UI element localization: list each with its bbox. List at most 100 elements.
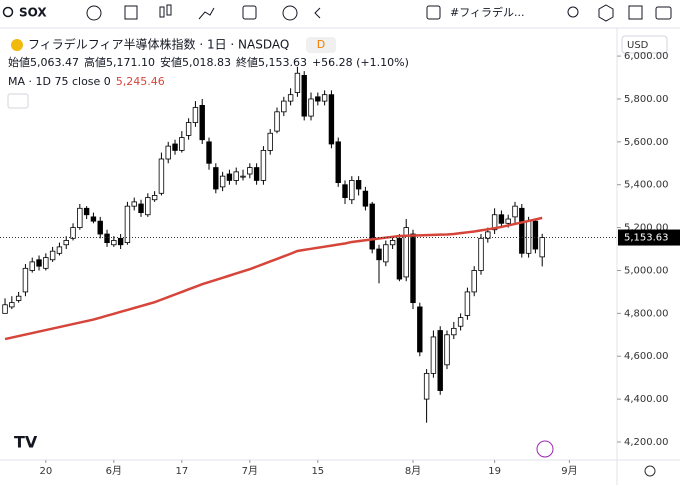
candle-icon[interactable] (159, 6, 165, 18)
candle-body (471, 270, 477, 293)
tv-logo: TV (14, 433, 38, 452)
ohlc: 始値5,063.47 高値5,171.10 安値5,018.83 終値5,153.63… (8, 55, 409, 69)
candle-body (151, 195, 158, 201)
ohlc-label: 安値 (160, 55, 182, 69)
fullscreen-icon[interactable] (628, 5, 643, 20)
x-tick-label: 9月 (561, 465, 577, 477)
currency[interactable]: USD (627, 40, 649, 51)
x-tick-label: 6月 (106, 465, 122, 477)
candle-body (240, 175, 246, 178)
candle-body (423, 372, 430, 400)
candle-body (519, 207, 525, 254)
ohlc-value: 5,063.47 (30, 56, 79, 69)
plot (0, 55, 621, 463)
candle-body (124, 205, 131, 244)
candle-body (389, 240, 396, 246)
ohlc-label: 終値 (236, 55, 258, 69)
candle-body (308, 98, 314, 117)
candle-body (247, 167, 253, 175)
candle-body (117, 237, 124, 246)
candle-body (478, 237, 484, 271)
x-tick-label: 7月 (242, 465, 258, 477)
candle-body (498, 214, 505, 224)
candle-icon[interactable] (166, 4, 172, 16)
candle-body (328, 94, 335, 145)
alert-icon[interactable] (282, 5, 298, 21)
interval-icon[interactable] (124, 5, 138, 20)
currency-button[interactable] (621, 35, 668, 54)
flash-icon[interactable] (536, 440, 554, 458)
candle-body (2, 304, 8, 314)
y-tick-label: 4,800.00 (624, 308, 669, 319)
candle-body (56, 246, 63, 254)
x-tick-label: 17 (175, 466, 188, 477)
search-icon[interactable] (2, 6, 14, 18)
candle-body (403, 227, 409, 278)
candle-body (287, 94, 294, 102)
y-tick-label: 4,600.00 (624, 351, 669, 362)
y-tick-label: 5,600.00 (624, 137, 669, 148)
candle-body (349, 180, 355, 201)
candle-body (63, 240, 69, 246)
y-tick-label: 5,800.00 (624, 94, 669, 105)
symbol-logo (11, 39, 23, 51)
candle-body (179, 137, 185, 151)
time-settings[interactable] (644, 465, 656, 477)
candle-body (260, 150, 267, 181)
ma-value: 5,245.46 (116, 75, 165, 88)
candle-body (158, 158, 165, 194)
settings-icon[interactable] (598, 4, 614, 22)
candle-body (131, 201, 137, 207)
candle-body (369, 203, 375, 250)
candle-body (15, 295, 22, 301)
collapse-button[interactable] (7, 93, 29, 109)
candle-body (49, 250, 56, 261)
layout-icon[interactable] (242, 5, 257, 20)
y-tick-label: 6,000.00 (624, 51, 669, 62)
candle-body (281, 100, 287, 113)
candle-body (512, 205, 518, 218)
candle-body (9, 302, 15, 308)
indicator-icon[interactable] (198, 7, 215, 20)
last-price-tag (618, 229, 680, 246)
badge-bg (306, 37, 336, 53)
add-icon[interactable] (86, 5, 102, 21)
badge: D (317, 38, 325, 51)
ohlc-value: 5,153.63 (258, 56, 307, 69)
candle-body (213, 167, 219, 190)
candle-body (206, 141, 212, 164)
candle-body (145, 197, 151, 216)
candle-body (111, 240, 117, 246)
candle-body (199, 104, 205, 141)
candle-body (185, 122, 192, 136)
candle-body (172, 143, 178, 151)
ohlc-value: 5,018.83 (182, 56, 231, 69)
legend: フィラデルフィア半導体株指数 · 1日 · NASDAQ D 始値5,063.4… (7, 37, 409, 109)
indicator-name[interactable]: #フィラデル... (450, 5, 525, 19)
candle-body (138, 203, 144, 213)
symbol[interactable]: SOX (19, 6, 47, 20)
candle-body (43, 257, 49, 269)
checkbox[interactable] (426, 5, 441, 20)
replay-icon[interactable] (314, 7, 321, 19)
x-tick-label: 20 (39, 466, 52, 477)
y-tick-label: 5,400.00 (624, 180, 669, 191)
ma-line (4, 216, 543, 341)
ohlc-value: 5,171.10 (106, 56, 155, 69)
camera-icon[interactable] (655, 6, 672, 20)
toolbar: SOX #フィラデル... (0, 4, 680, 29)
ohlc-label: 高値 (84, 55, 106, 69)
y-tick-label: 4,200.00 (624, 437, 669, 448)
candle-body (70, 227, 76, 239)
candle-body (104, 233, 110, 244)
candle-body (253, 167, 260, 181)
zoom-icon[interactable] (567, 6, 579, 18)
candle-body (383, 244, 389, 263)
candle-body (335, 141, 341, 183)
candle-body (532, 220, 539, 250)
candle-body (274, 111, 280, 132)
candle-body (362, 190, 369, 207)
candle-body (485, 231, 491, 239)
